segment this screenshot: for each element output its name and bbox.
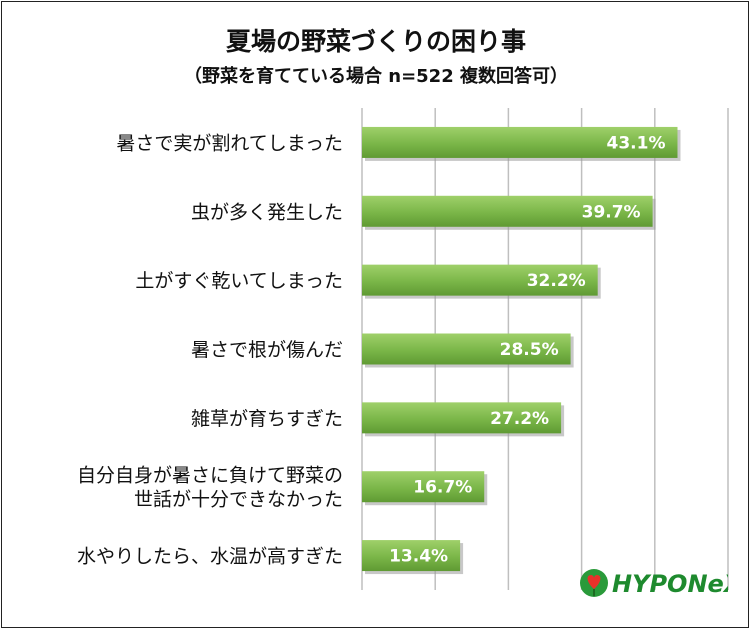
bar: [362, 402, 562, 434]
category-label: 暑さで根が傷んだ: [191, 339, 343, 361]
category-label: 自分自身が暑さに負けて野菜の: [77, 465, 343, 487]
bar: [362, 126, 678, 158]
data-label: 39.7%: [582, 202, 641, 222]
data-label: 43.1%: [607, 133, 666, 153]
category-label: 世話が十分できなかった: [134, 489, 343, 511]
category-label: 虫が多く発生した: [191, 201, 343, 223]
bar: [362, 471, 485, 503]
data-label: 28.5%: [500, 340, 559, 360]
category-label: 暑さで実が割れてしまった: [116, 132, 343, 154]
bar: [362, 195, 653, 227]
logo-text: HYPONeX: [612, 570, 728, 598]
bar: [362, 540, 461, 572]
data-label: 27.2%: [490, 409, 549, 429]
category-label: 水やりしたら、水温が高すぎた: [77, 546, 343, 568]
hyponex-logo: HYPONeX: [580, 569, 728, 598]
chart-title: 夏場の野菜づくりの困り事: [225, 27, 526, 56]
category-labels: 暑さで実が割れてしまった虫が多く発生した土がすぐ乾いてしまった暑さで根が傷んだ雑…: [77, 132, 343, 567]
bar: [362, 333, 571, 365]
data-label: 16.7%: [413, 478, 472, 498]
bars: 43.1% 39.7% 32.2% 28.5% 27.2% 16.7% 13.4%: [362, 126, 681, 575]
bar: [362, 264, 598, 296]
category-label: 土がすぐ乾いてしまった: [135, 270, 343, 292]
category-label: 雑草が育ちすぎた: [191, 408, 343, 430]
chart-subtitle: （野菜を育てている場合 n=522 複数回答可）: [183, 66, 568, 87]
data-label: 32.2%: [527, 271, 586, 291]
data-label: 13.4%: [389, 547, 448, 567]
gridlines: [361, 108, 729, 590]
